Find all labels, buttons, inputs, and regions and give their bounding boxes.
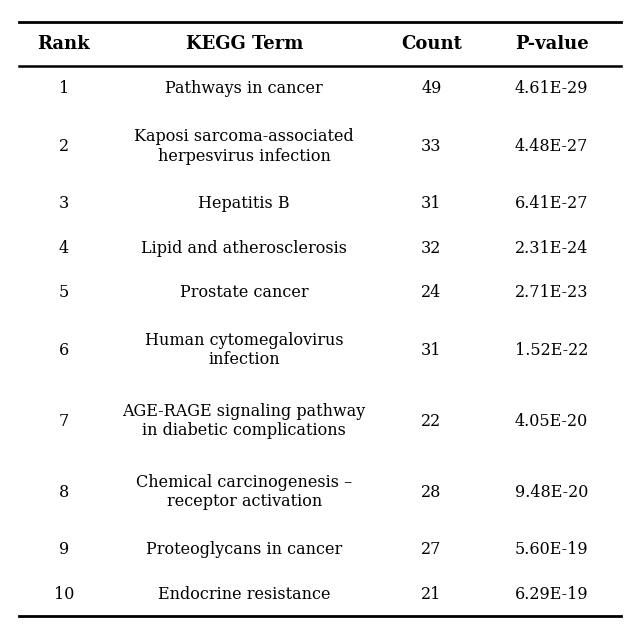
Text: 31: 31 <box>421 342 442 359</box>
Text: Rank: Rank <box>37 35 90 53</box>
Text: 5.60E-19: 5.60E-19 <box>515 541 588 558</box>
Text: Kaposi sarcoma-associated
herpesvirus infection: Kaposi sarcoma-associated herpesvirus in… <box>134 128 354 164</box>
Text: Proteoglycans in cancer: Proteoglycans in cancer <box>146 541 342 558</box>
Text: Count: Count <box>401 35 461 53</box>
Text: AGE-RAGE signaling pathway
in diabetic complications: AGE-RAGE signaling pathway in diabetic c… <box>123 403 366 439</box>
Text: 32: 32 <box>421 240 442 257</box>
Text: 4.61E-29: 4.61E-29 <box>515 80 588 97</box>
Text: 2.71E-23: 2.71E-23 <box>515 284 588 301</box>
Text: 27: 27 <box>421 541 442 558</box>
Text: Prostate cancer: Prostate cancer <box>180 284 308 301</box>
Text: 4.48E-27: 4.48E-27 <box>515 138 588 155</box>
Text: 4.05E-20: 4.05E-20 <box>515 413 588 430</box>
Text: 1: 1 <box>59 80 69 97</box>
Text: Chemical carcinogenesis –
receptor activation: Chemical carcinogenesis – receptor activ… <box>136 474 353 511</box>
Text: 8: 8 <box>59 483 69 501</box>
Text: P-value: P-value <box>515 35 589 53</box>
Text: 2: 2 <box>59 138 68 155</box>
Text: 6.41E-27: 6.41E-27 <box>515 195 588 212</box>
Text: 22: 22 <box>421 413 442 430</box>
Text: 33: 33 <box>421 138 442 155</box>
Text: 9.48E-20: 9.48E-20 <box>515 483 588 501</box>
Text: 1.52E-22: 1.52E-22 <box>515 342 588 359</box>
Text: 2.31E-24: 2.31E-24 <box>515 240 588 257</box>
Text: Lipid and atherosclerosis: Lipid and atherosclerosis <box>141 240 347 257</box>
Text: 5: 5 <box>59 284 69 301</box>
Text: Pathways in cancer: Pathways in cancer <box>165 80 323 97</box>
Text: 10: 10 <box>54 585 74 602</box>
Text: 21: 21 <box>421 585 442 602</box>
Text: 3: 3 <box>59 195 69 212</box>
Text: 9: 9 <box>59 541 69 558</box>
Text: 4: 4 <box>59 240 68 257</box>
Text: KEGG Term: KEGG Term <box>186 35 303 53</box>
Text: Hepatitis B: Hepatitis B <box>198 195 290 212</box>
Text: 28: 28 <box>421 483 442 501</box>
Text: 7: 7 <box>59 413 69 430</box>
Text: 31: 31 <box>421 195 442 212</box>
Text: 6: 6 <box>59 342 69 359</box>
Text: Endocrine resistance: Endocrine resistance <box>158 585 330 602</box>
Text: 6.29E-19: 6.29E-19 <box>515 585 588 602</box>
Text: 24: 24 <box>421 284 442 301</box>
Text: 49: 49 <box>421 80 442 97</box>
Text: Human cytomegalovirus
infection: Human cytomegalovirus infection <box>145 332 344 368</box>
